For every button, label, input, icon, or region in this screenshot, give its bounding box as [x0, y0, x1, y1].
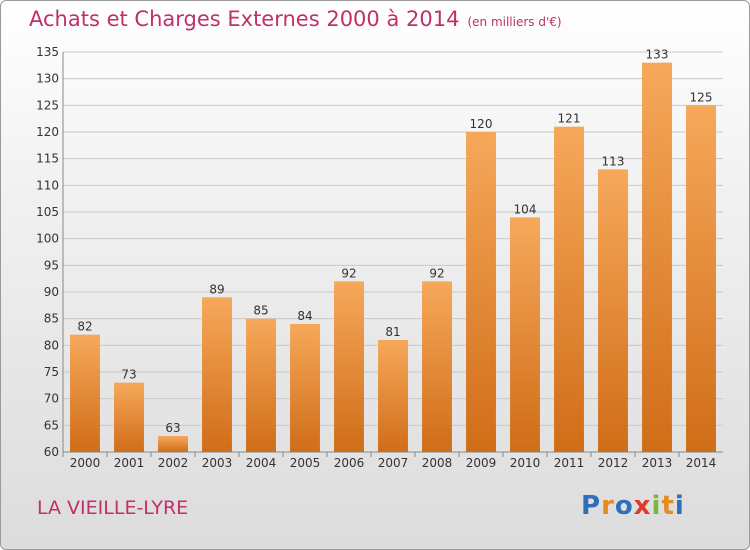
y-tick-label: 130 — [36, 72, 59, 86]
y-tick-label: 75 — [44, 365, 59, 379]
bar-value-label: 92 — [341, 266, 356, 280]
bar-value-label: 92 — [429, 266, 444, 280]
bar — [290, 324, 320, 452]
y-tick-label: 90 — [44, 285, 59, 299]
bar-value-label: 82 — [77, 320, 92, 334]
x-tick-label: 2001 — [114, 456, 145, 470]
y-tick-label: 135 — [36, 45, 59, 59]
bar — [510, 217, 540, 452]
x-tick-label: 2010 — [510, 456, 541, 470]
proxiti-logo: Proxiti — [581, 491, 685, 521]
y-tick-label: 120 — [36, 125, 59, 139]
bar — [246, 318, 276, 452]
x-tick-label: 2004 — [246, 456, 277, 470]
bar-value-label: 113 — [602, 154, 625, 168]
bar-value-label: 104 — [514, 202, 537, 216]
commune-name: LA VIEILLE-LYRE — [37, 497, 189, 519]
chart-title: Achats et Charges Externes 2000 à 2014 — [29, 7, 460, 31]
bar — [158, 436, 188, 452]
logo-letter: i — [651, 491, 662, 521]
y-tick-label: 95 — [44, 258, 59, 272]
bar — [554, 126, 584, 453]
y-tick-label: 115 — [36, 152, 59, 166]
x-tick-label: 2002 — [158, 456, 189, 470]
bar-value-label: 73 — [121, 368, 136, 382]
y-tick-label: 100 — [36, 232, 59, 246]
bar — [598, 169, 628, 453]
bar-value-label: 84 — [297, 309, 312, 323]
y-tick-label: 60 — [44, 445, 59, 459]
bar — [686, 105, 716, 452]
bar — [70, 334, 100, 452]
logo-letter: x — [633, 491, 652, 521]
bar — [422, 281, 452, 452]
y-tick-label: 80 — [44, 338, 59, 352]
chart-title-block: Achats et Charges Externes 2000 à 2014 (e… — [29, 7, 562, 31]
bar — [642, 62, 672, 453]
bar-value-label: 125 — [690, 90, 713, 104]
x-tick-label: 2006 — [334, 456, 365, 470]
bar-value-label: 120 — [470, 117, 493, 131]
logo-letter: o — [614, 491, 634, 521]
x-tick-label: 2013 — [642, 456, 673, 470]
y-tick-label: 105 — [36, 205, 59, 219]
logo-letter: P — [581, 491, 602, 521]
bar-value-label: 133 — [646, 48, 669, 62]
logo-letter: i — [674, 491, 685, 521]
x-tick-label: 2009 — [466, 456, 497, 470]
y-tick-label: 110 — [36, 178, 59, 192]
bar — [334, 281, 364, 452]
x-tick-label: 2000 — [70, 456, 101, 470]
bar — [114, 382, 144, 452]
y-tick-label: 65 — [44, 418, 59, 432]
x-tick-label: 2011 — [554, 456, 585, 470]
bar — [378, 340, 408, 452]
y-tick-label: 85 — [44, 312, 59, 326]
x-tick-label: 2005 — [290, 456, 321, 470]
x-tick-label: 2003 — [202, 456, 233, 470]
bar-value-label: 121 — [558, 112, 581, 126]
x-tick-label: 2008 — [422, 456, 453, 470]
bar — [202, 297, 232, 452]
x-tick-label: 2007 — [378, 456, 409, 470]
logo-letter: t — [661, 491, 675, 521]
y-tick-label: 70 — [44, 392, 59, 406]
bar-value-label: 63 — [165, 421, 180, 435]
logo-letter: r — [601, 491, 615, 521]
bar-value-label: 89 — [209, 282, 224, 296]
bar-value-label: 81 — [385, 325, 400, 339]
x-tick-label: 2012 — [598, 456, 629, 470]
chart-unit: (en milliers d'€) — [467, 15, 562, 29]
y-tick-label: 125 — [36, 98, 59, 112]
bar-value-label: 85 — [253, 304, 268, 318]
x-tick-label: 2014 — [686, 456, 717, 470]
bar — [466, 132, 496, 452]
